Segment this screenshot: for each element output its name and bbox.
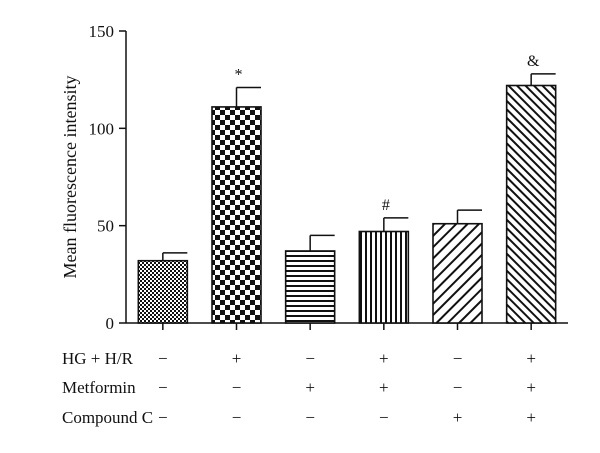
condition-label: HG + H/R — [62, 349, 134, 368]
condition-mark: + — [232, 349, 242, 368]
condition-mark: − — [379, 408, 389, 427]
condition-table: HG + H/R − + − + − +Metformin − − + + − +Compound C −… — [62, 349, 536, 427]
bars: * # & — [137, 53, 557, 330]
bar — [211, 106, 262, 324]
condition-mark: + — [379, 378, 389, 397]
condition-mark: − — [232, 408, 242, 427]
bar — [284, 250, 336, 324]
condition-label: Compound C — [62, 408, 153, 427]
condition-mark: − — [305, 408, 315, 427]
bar — [505, 84, 557, 324]
condition-mark: − — [305, 349, 315, 368]
condition-mark: − — [453, 349, 463, 368]
y-tick-label: 150 — [89, 22, 115, 41]
y-tick-label: 50 — [97, 217, 114, 236]
condition-mark: − — [453, 378, 463, 397]
condition-mark: + — [305, 378, 315, 397]
significance-marker: * — [235, 66, 243, 83]
y-tick-label: 100 — [89, 119, 115, 138]
bar — [432, 222, 483, 324]
bar — [358, 230, 410, 324]
y-axis-title: Mean fluorescence intensity — [60, 76, 80, 279]
condition-mark: + — [526, 378, 536, 397]
condition-mark: − — [158, 349, 168, 368]
y-axis: 0 50 100 150 — [89, 22, 127, 333]
condition-mark: + — [453, 408, 463, 427]
y-tick-label: 0 — [106, 314, 115, 333]
condition-mark: + — [379, 349, 389, 368]
condition-mark: + — [526, 349, 536, 368]
significance-marker: # — [382, 197, 390, 214]
condition-label: Metformin — [62, 378, 136, 397]
bar — [137, 259, 189, 324]
condition-mark: + — [526, 408, 536, 427]
condition-mark: − — [158, 408, 168, 427]
significance-marker: & — [527, 53, 540, 70]
condition-mark: − — [158, 378, 168, 397]
condition-mark: − — [232, 378, 242, 397]
